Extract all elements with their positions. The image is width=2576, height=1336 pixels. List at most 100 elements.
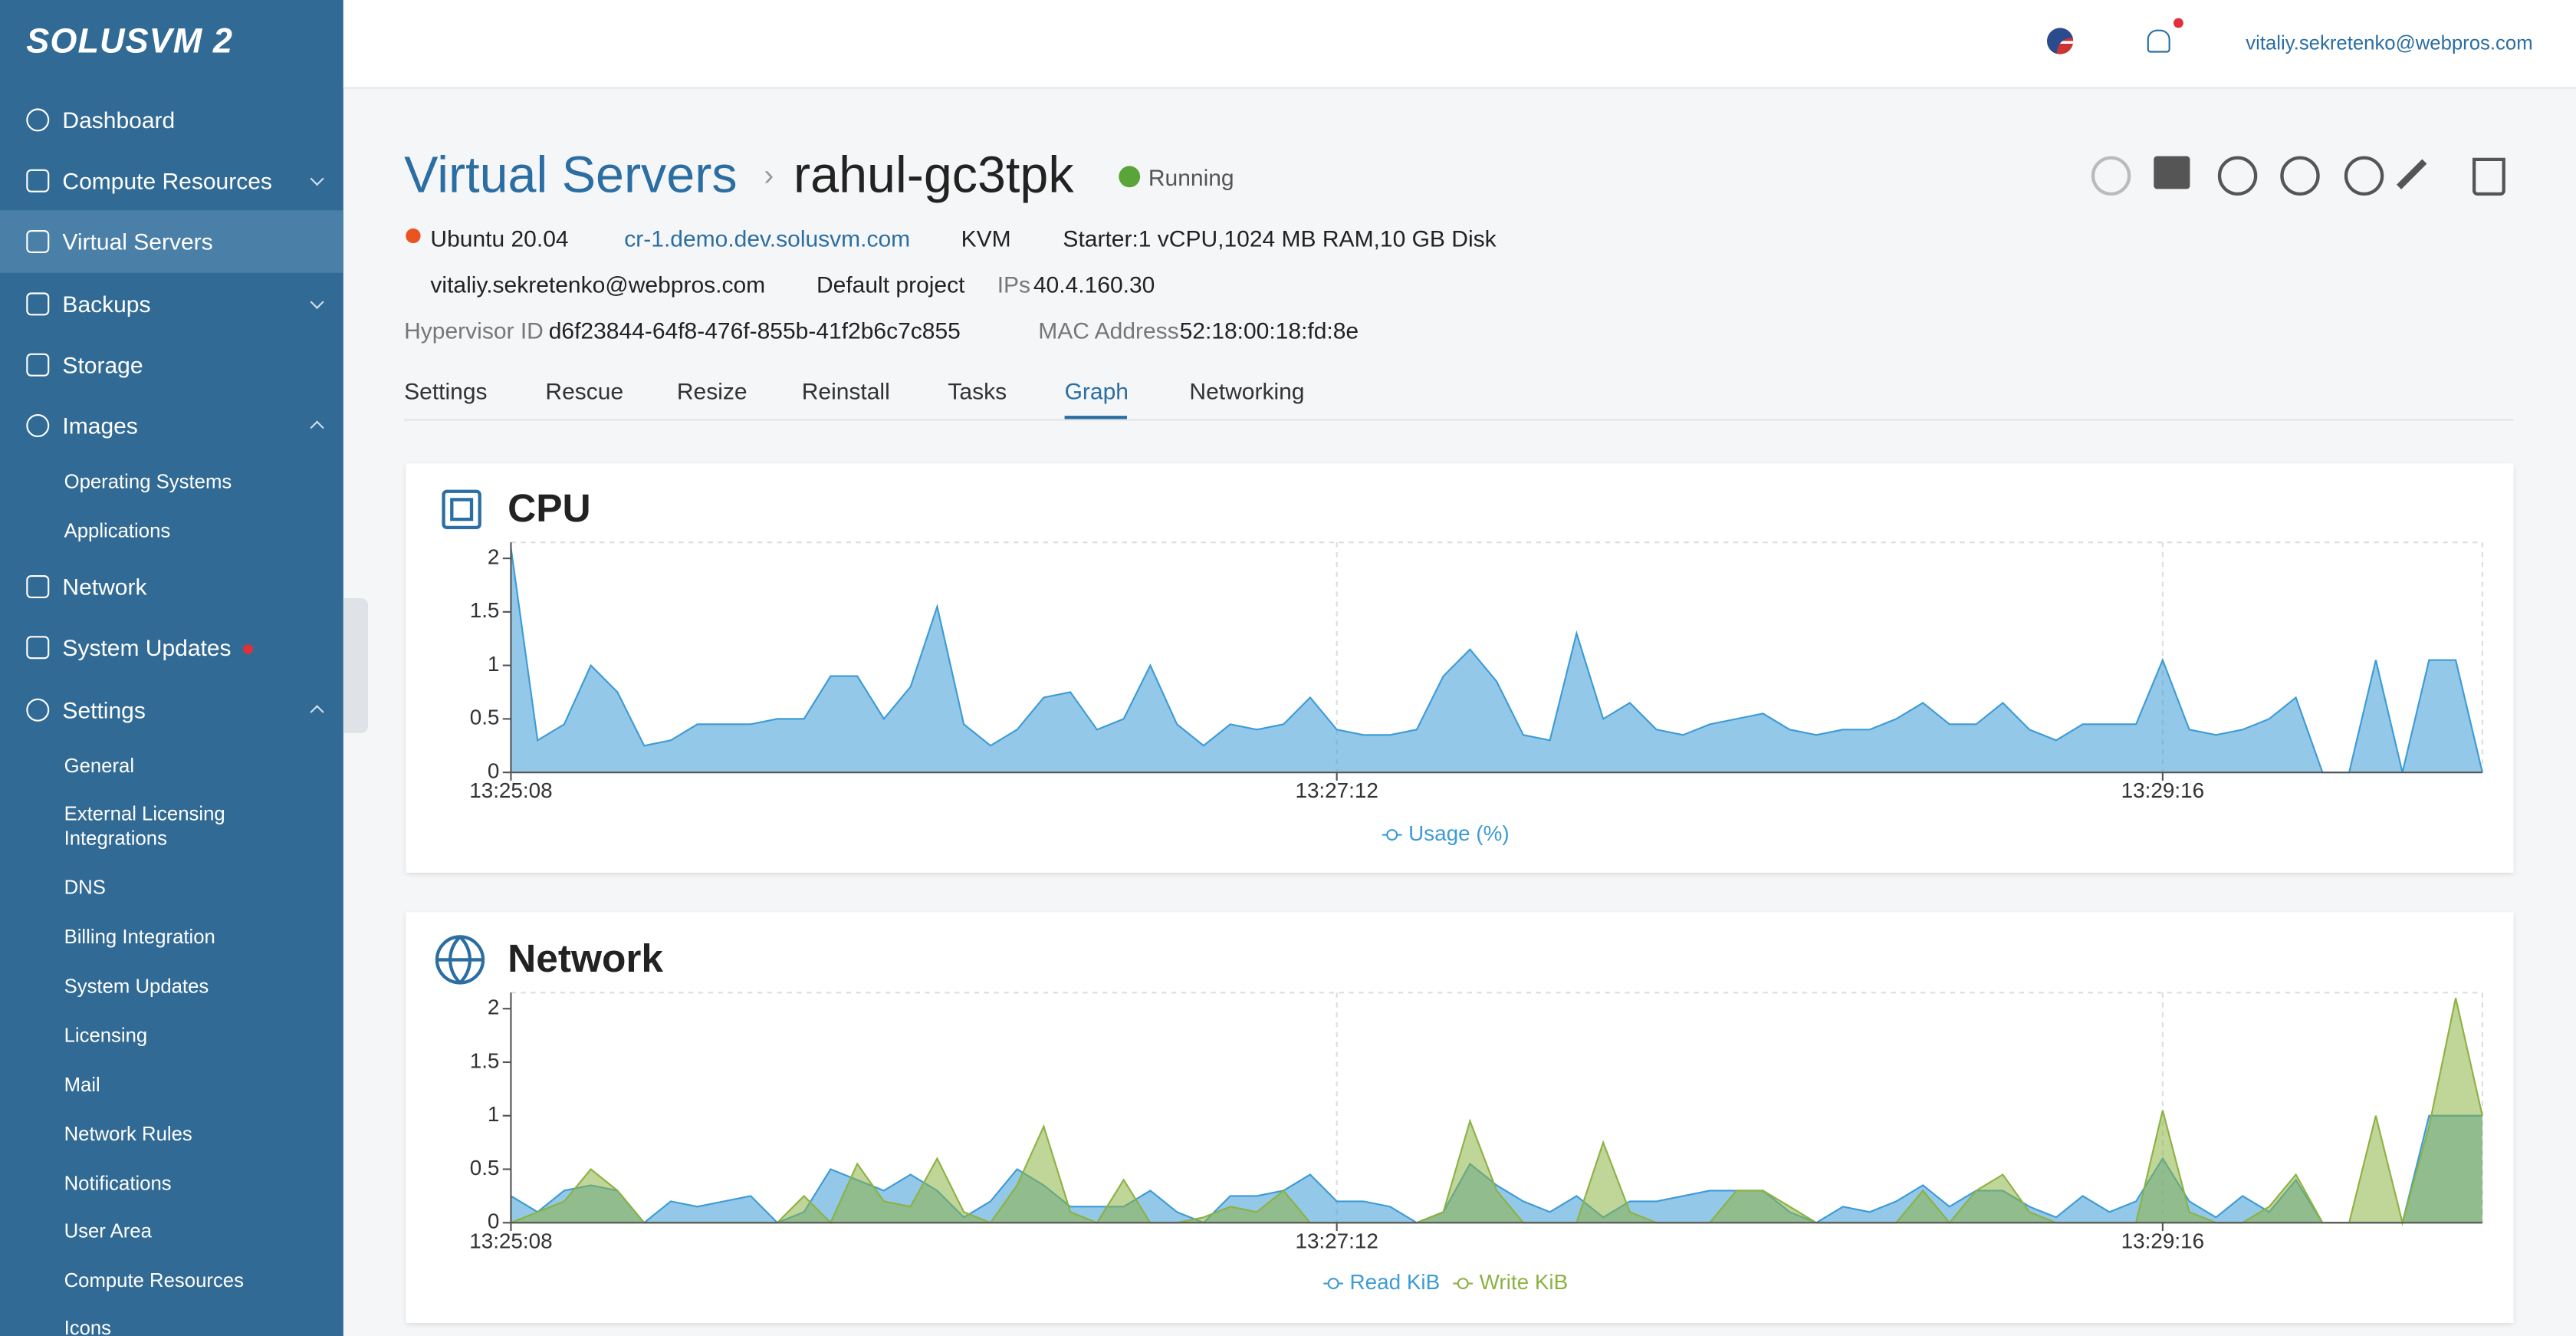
owner: vitaliy.sekretenko@webpros.com <box>430 271 766 298</box>
area-line <box>511 998 2483 1226</box>
restart-button[interactable] <box>2217 156 2258 196</box>
x-tick-label: 13:25:08 <box>469 1229 552 1252</box>
tab[interactable]: Networking <box>1189 377 1305 405</box>
submenu-item[interactable]: Operating Systems <box>64 469 232 493</box>
icon <box>26 636 50 660</box>
console-button[interactable] <box>2154 156 2190 189</box>
legend-symbol <box>1453 1278 1474 1290</box>
area-line <box>510 547 2483 774</box>
tabs-divider <box>404 419 2514 421</box>
submenu-item[interactable]: Mail <box>64 1073 100 1097</box>
y-tick-label: 2 <box>488 545 500 568</box>
tab[interactable]: Resize <box>676 377 748 405</box>
y-tick-label: 2 <box>488 995 500 1019</box>
sidebar: SOLUSVM 2 Dashboard Compute Resources Vi… <box>0 0 343 1336</box>
mac: 52:18:00:18:fd:8e <box>1179 317 1359 344</box>
submenu-item[interactable]: General <box>64 754 135 778</box>
collapse-handle[interactable] <box>343 598 368 733</box>
notification-dot <box>2174 18 2183 28</box>
submenu-item[interactable]: Compute Resources <box>64 1269 244 1292</box>
chart-title: CPU <box>508 485 591 530</box>
mac-label: MAC Address <box>1038 317 1179 344</box>
ips: 40.4.160.30 <box>1033 271 1155 298</box>
legend-label: Read KiB <box>1350 1270 1441 1294</box>
submenu-item[interactable]: User Area <box>64 1219 152 1242</box>
tab[interactable]: Rescue <box>545 377 624 405</box>
submenu-item[interactable]: Network Rules <box>64 1122 192 1146</box>
menu-item[interactable]: Virtual Servers <box>62 228 213 255</box>
breadcrumb-separator: › <box>764 158 774 192</box>
status-icon <box>1119 166 1141 188</box>
legend-symbol <box>1323 1278 1343 1290</box>
notifications-icon[interactable] <box>2147 29 2170 53</box>
menu-item[interactable]: System Updates <box>62 634 232 661</box>
icon <box>26 353 50 377</box>
network-icon <box>435 935 485 985</box>
status: Running <box>1148 164 1234 191</box>
cpu-icon <box>442 489 481 529</box>
submenu-item[interactable]: DNS <box>64 876 106 900</box>
x-tick-label: 13:25:08 <box>469 778 552 802</box>
hypervisor-label: Hypervisor ID <box>404 317 544 344</box>
server-name: rahul-gc3tpk <box>794 146 1074 204</box>
stop-button[interactable] <box>2280 156 2320 196</box>
x-tick-label: 13:29:16 <box>2121 1229 2204 1252</box>
delete-button[interactable] <box>2472 157 2505 196</box>
tab[interactable]: Settings <box>404 377 488 405</box>
tab-indicator <box>1064 416 1127 420</box>
icon <box>26 414 50 437</box>
area <box>511 998 2482 1223</box>
power-button[interactable] <box>2344 156 2384 196</box>
icon <box>26 698 50 722</box>
virtualization: KVM <box>961 225 1011 252</box>
icon <box>26 575 50 598</box>
y-tick-label: 0.5 <box>470 706 500 729</box>
menu-item[interactable]: Storage <box>62 351 143 378</box>
x-tick-label: 13:27:12 <box>1295 1229 1378 1252</box>
logo[interactable]: SOLUSVM 2 <box>26 23 233 61</box>
menu-item[interactable]: Dashboard <box>62 107 176 133</box>
menu-item[interactable]: Backups <box>62 291 151 318</box>
submenu-item[interactable]: Billing Integration <box>64 925 215 949</box>
os: Ubuntu 20.04 <box>430 225 569 252</box>
menu-item[interactable]: Compute Resources <box>62 167 272 194</box>
submenu-item[interactable]: Notifications <box>64 1171 172 1195</box>
submenu-item[interactable]: Licensing <box>64 1024 148 1047</box>
topbar: vitaliy.sekretenko@webpros.com <box>343 0 2576 89</box>
y-tick-label: 1 <box>488 652 500 676</box>
active-item-bg <box>0 210 343 273</box>
icon <box>26 169 50 193</box>
x-tick-label: 13:27:12 <box>1295 778 1378 802</box>
breadcrumb[interactable]: Virtual Servers <box>404 146 738 204</box>
start-button[interactable] <box>2091 156 2131 196</box>
icon <box>26 230 50 253</box>
icon <box>26 108 50 132</box>
project: Default project <box>816 271 965 298</box>
y-tick-label: 0.5 <box>470 1156 500 1180</box>
user-menu[interactable]: vitaliy.sekretenko@webpros.com <box>2246 31 2533 54</box>
area <box>511 548 2482 773</box>
language-flag[interactable] <box>2047 28 2074 54</box>
ips-label: IPs <box>997 271 1031 298</box>
menu-item[interactable]: Settings <box>62 696 146 723</box>
tab-active[interactable]: Graph <box>1064 377 1129 405</box>
y-tick-label: 1 <box>488 1102 500 1126</box>
submenu-item[interactable]: System Updates <box>64 974 209 998</box>
y-tick-label: 1.5 <box>470 1048 500 1072</box>
x-tick-label: 13:29:16 <box>2121 778 2204 802</box>
tab[interactable]: Tasks <box>948 377 1007 405</box>
os-icon <box>406 228 421 244</box>
menu-item[interactable]: Network <box>62 573 147 601</box>
compute-resource-link[interactable]: cr-1.demo.dev.solusvm.com <box>624 225 911 252</box>
submenu-item[interactable]: External Licensing Integrations <box>64 801 225 850</box>
submenu-item[interactable]: Applications <box>64 519 171 543</box>
tab[interactable]: Reinstall <box>801 377 890 405</box>
chart-title: Network <box>508 936 663 980</box>
submenu-item[interactable]: Icons <box>64 1316 112 1336</box>
menu-item[interactable]: Images <box>62 412 138 439</box>
hypervisor-id: d6f23844-64f8-476f-855b-41f2b6c7c855 <box>548 317 961 344</box>
plan: Starter:1 vCPU,1024 MB RAM,10 GB Disk <box>1063 225 1497 252</box>
